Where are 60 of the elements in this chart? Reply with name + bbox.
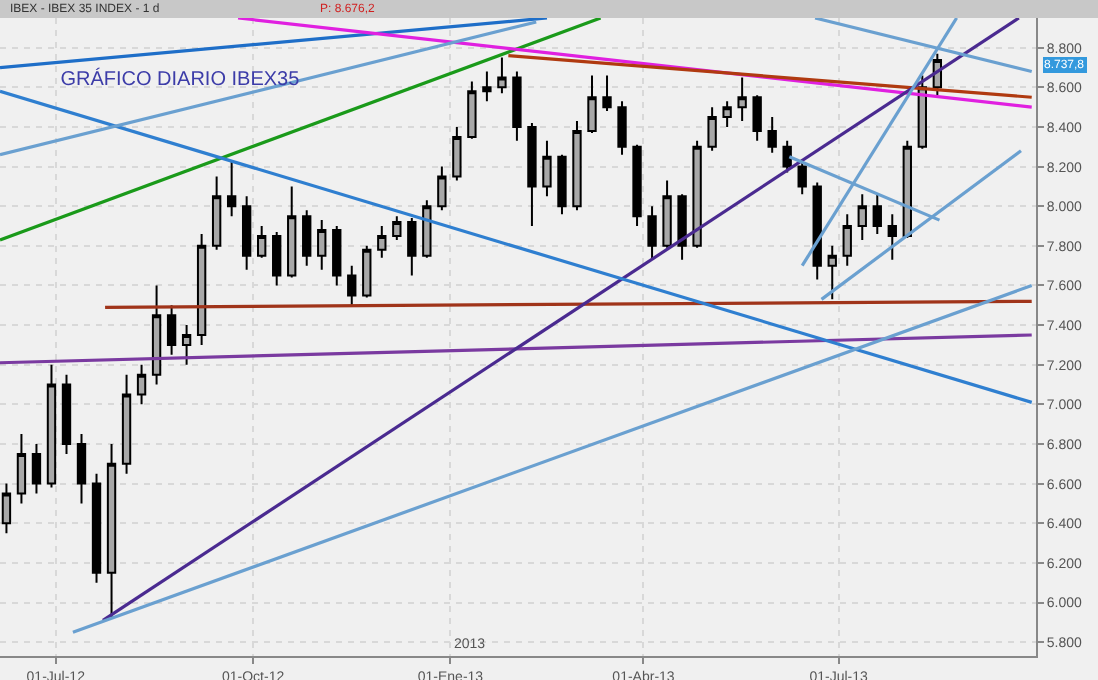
candlestick: [662, 179, 672, 249]
candlestick: [1, 482, 12, 535]
candlestick: [136, 363, 147, 406]
candlestick: [587, 74, 597, 134]
candlestick: [827, 244, 837, 301]
candlestick: [272, 230, 282, 287]
candlestick: [121, 373, 132, 475]
candlestick: [437, 165, 447, 212]
candlestick: [542, 139, 552, 198]
candlestick: [287, 185, 297, 279]
candlestick: [46, 363, 57, 489]
candlestick: [707, 106, 717, 152]
candlestick: [422, 199, 432, 259]
candlestick: [76, 433, 87, 505]
candlestick: [166, 304, 177, 356]
candlestick: [61, 373, 72, 455]
candlestick: [872, 193, 882, 235]
candlestick: [557, 153, 567, 216]
candlestick: [527, 122, 537, 228]
candlestick: [842, 213, 852, 267]
candlestick: [857, 193, 867, 241]
candlestick: [347, 264, 357, 307]
candlestick: [647, 205, 657, 261]
candlestick: [91, 472, 102, 584]
candlestick: [752, 94, 762, 142]
candlestick: [332, 225, 342, 287]
candlestick: [812, 181, 822, 281]
candlestick: [226, 160, 237, 218]
candlestick: [31, 443, 42, 495]
candlestick: [181, 324, 192, 366]
candlestick: [392, 215, 402, 241]
candlestick: [211, 175, 222, 251]
candlestick: [482, 70, 492, 103]
candlestick: [767, 116, 777, 154]
candlestick: [151, 284, 162, 386]
candlestick: [302, 209, 312, 267]
candlestick: [377, 225, 387, 259]
candlestick: [572, 120, 582, 212]
candlestick: [887, 213, 897, 261]
candlestick: [722, 100, 732, 128]
candlestick: [602, 74, 612, 113]
candlestick: [257, 225, 267, 259]
candlestick: [241, 195, 252, 271]
candlestick: [452, 125, 462, 182]
candlestick: [16, 433, 27, 505]
candlestick: [317, 219, 327, 271]
candlestick: [497, 56, 507, 95]
text: GRÁFICO DIARIO IBEX35: [60, 67, 301, 92]
candlestick: [362, 244, 372, 299]
candlestick: [692, 139, 702, 249]
candlestick: [407, 217, 417, 277]
candlestick: [467, 80, 477, 140]
candlestick: [617, 100, 627, 156]
candlestick: [797, 159, 807, 196]
candlestick: [106, 443, 117, 619]
candlestick: [512, 70, 522, 142]
candlestick: [677, 193, 687, 261]
candlestick: [196, 232, 207, 346]
candlestick: [632, 143, 642, 228]
candlestick: [737, 76, 747, 123]
